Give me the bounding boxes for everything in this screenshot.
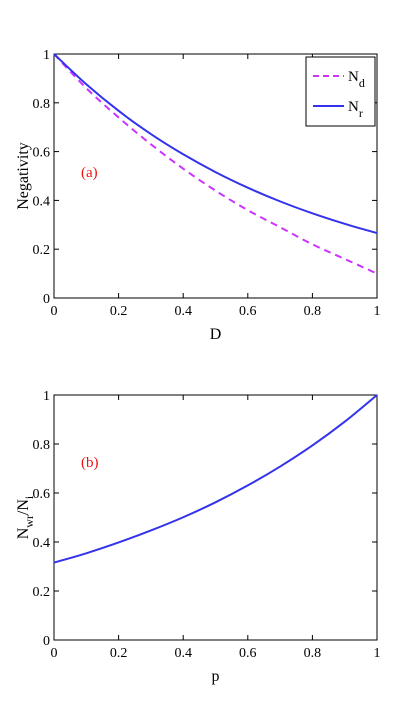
x-tick-label: 0 [51,646,58,661]
y-axis-title-part: i [22,495,36,499]
y-axis-title: Nwr/Ni [15,495,36,539]
y-axis-title-part: /N [15,499,32,515]
legend-label-sub: r [359,106,363,120]
x-tick-label: 0.4 [174,304,192,319]
x-tick-label: 0.4 [174,646,192,661]
y-tick-label: 1 [43,389,50,404]
series-line-n-r [53,53,378,235]
y-tick-label: 0.6 [33,487,51,502]
chart-panel-b: 0 0.2 0.4 0.6 0.8 1 0 0.2 0.4 0.6 0.8 1 p Nwr/Ni (b) [15,389,381,685]
x-tick-label: 0.8 [304,304,322,319]
plot-frame [53,53,378,299]
series-line-ratio [53,394,378,564]
y-tick-label: 0 [43,292,50,307]
panel-label: (a) [81,165,98,181]
series-line-n-d [53,53,378,275]
y-tick-label: 1 [43,48,50,63]
x-tick-label: 0.2 [110,646,128,661]
y-tick-label: 0.6 [33,146,51,161]
legend-label: Nd [348,69,365,90]
legend-label-main: N [348,99,359,115]
x-tick-label: 1 [374,646,381,661]
x-tick-label: 1 [374,304,381,319]
y-tick-label: 0.2 [33,243,51,258]
legend-label-main: N [348,69,359,85]
y-axis-title-part: wr [22,515,36,528]
x-tick-label: 0.8 [304,646,322,661]
y-axis-title: Negativity [15,142,32,210]
panel-label: (b) [81,455,99,471]
x-tick-label: 0 [51,304,58,319]
y-tick-label: 0.8 [33,438,51,453]
legend-box [305,56,376,127]
plot-frame [53,394,378,641]
y-tick-label: 0 [43,634,50,649]
legend-label-sub: d [359,76,365,90]
y-tick-label: 0.4 [33,194,51,209]
y-tick-label: 0.4 [33,536,51,551]
chart-panel-a: 0 0.2 0.4 0.6 0.8 1 0 0.2 0.4 0.6 0.8 1 D Negativity (… [15,48,381,343]
legend-label: Nr [348,99,363,120]
x-axis-title: D [210,326,222,343]
x-axis-title: p [212,668,220,685]
x-tick-label: 0.2 [110,304,128,319]
y-tick-label: 0.8 [33,97,51,112]
y-tick-label: 0.2 [33,585,51,600]
x-tick-label: 0.6 [239,304,257,319]
y-axis-title-part: N [15,527,32,539]
x-tick-label: 0.6 [239,646,257,661]
